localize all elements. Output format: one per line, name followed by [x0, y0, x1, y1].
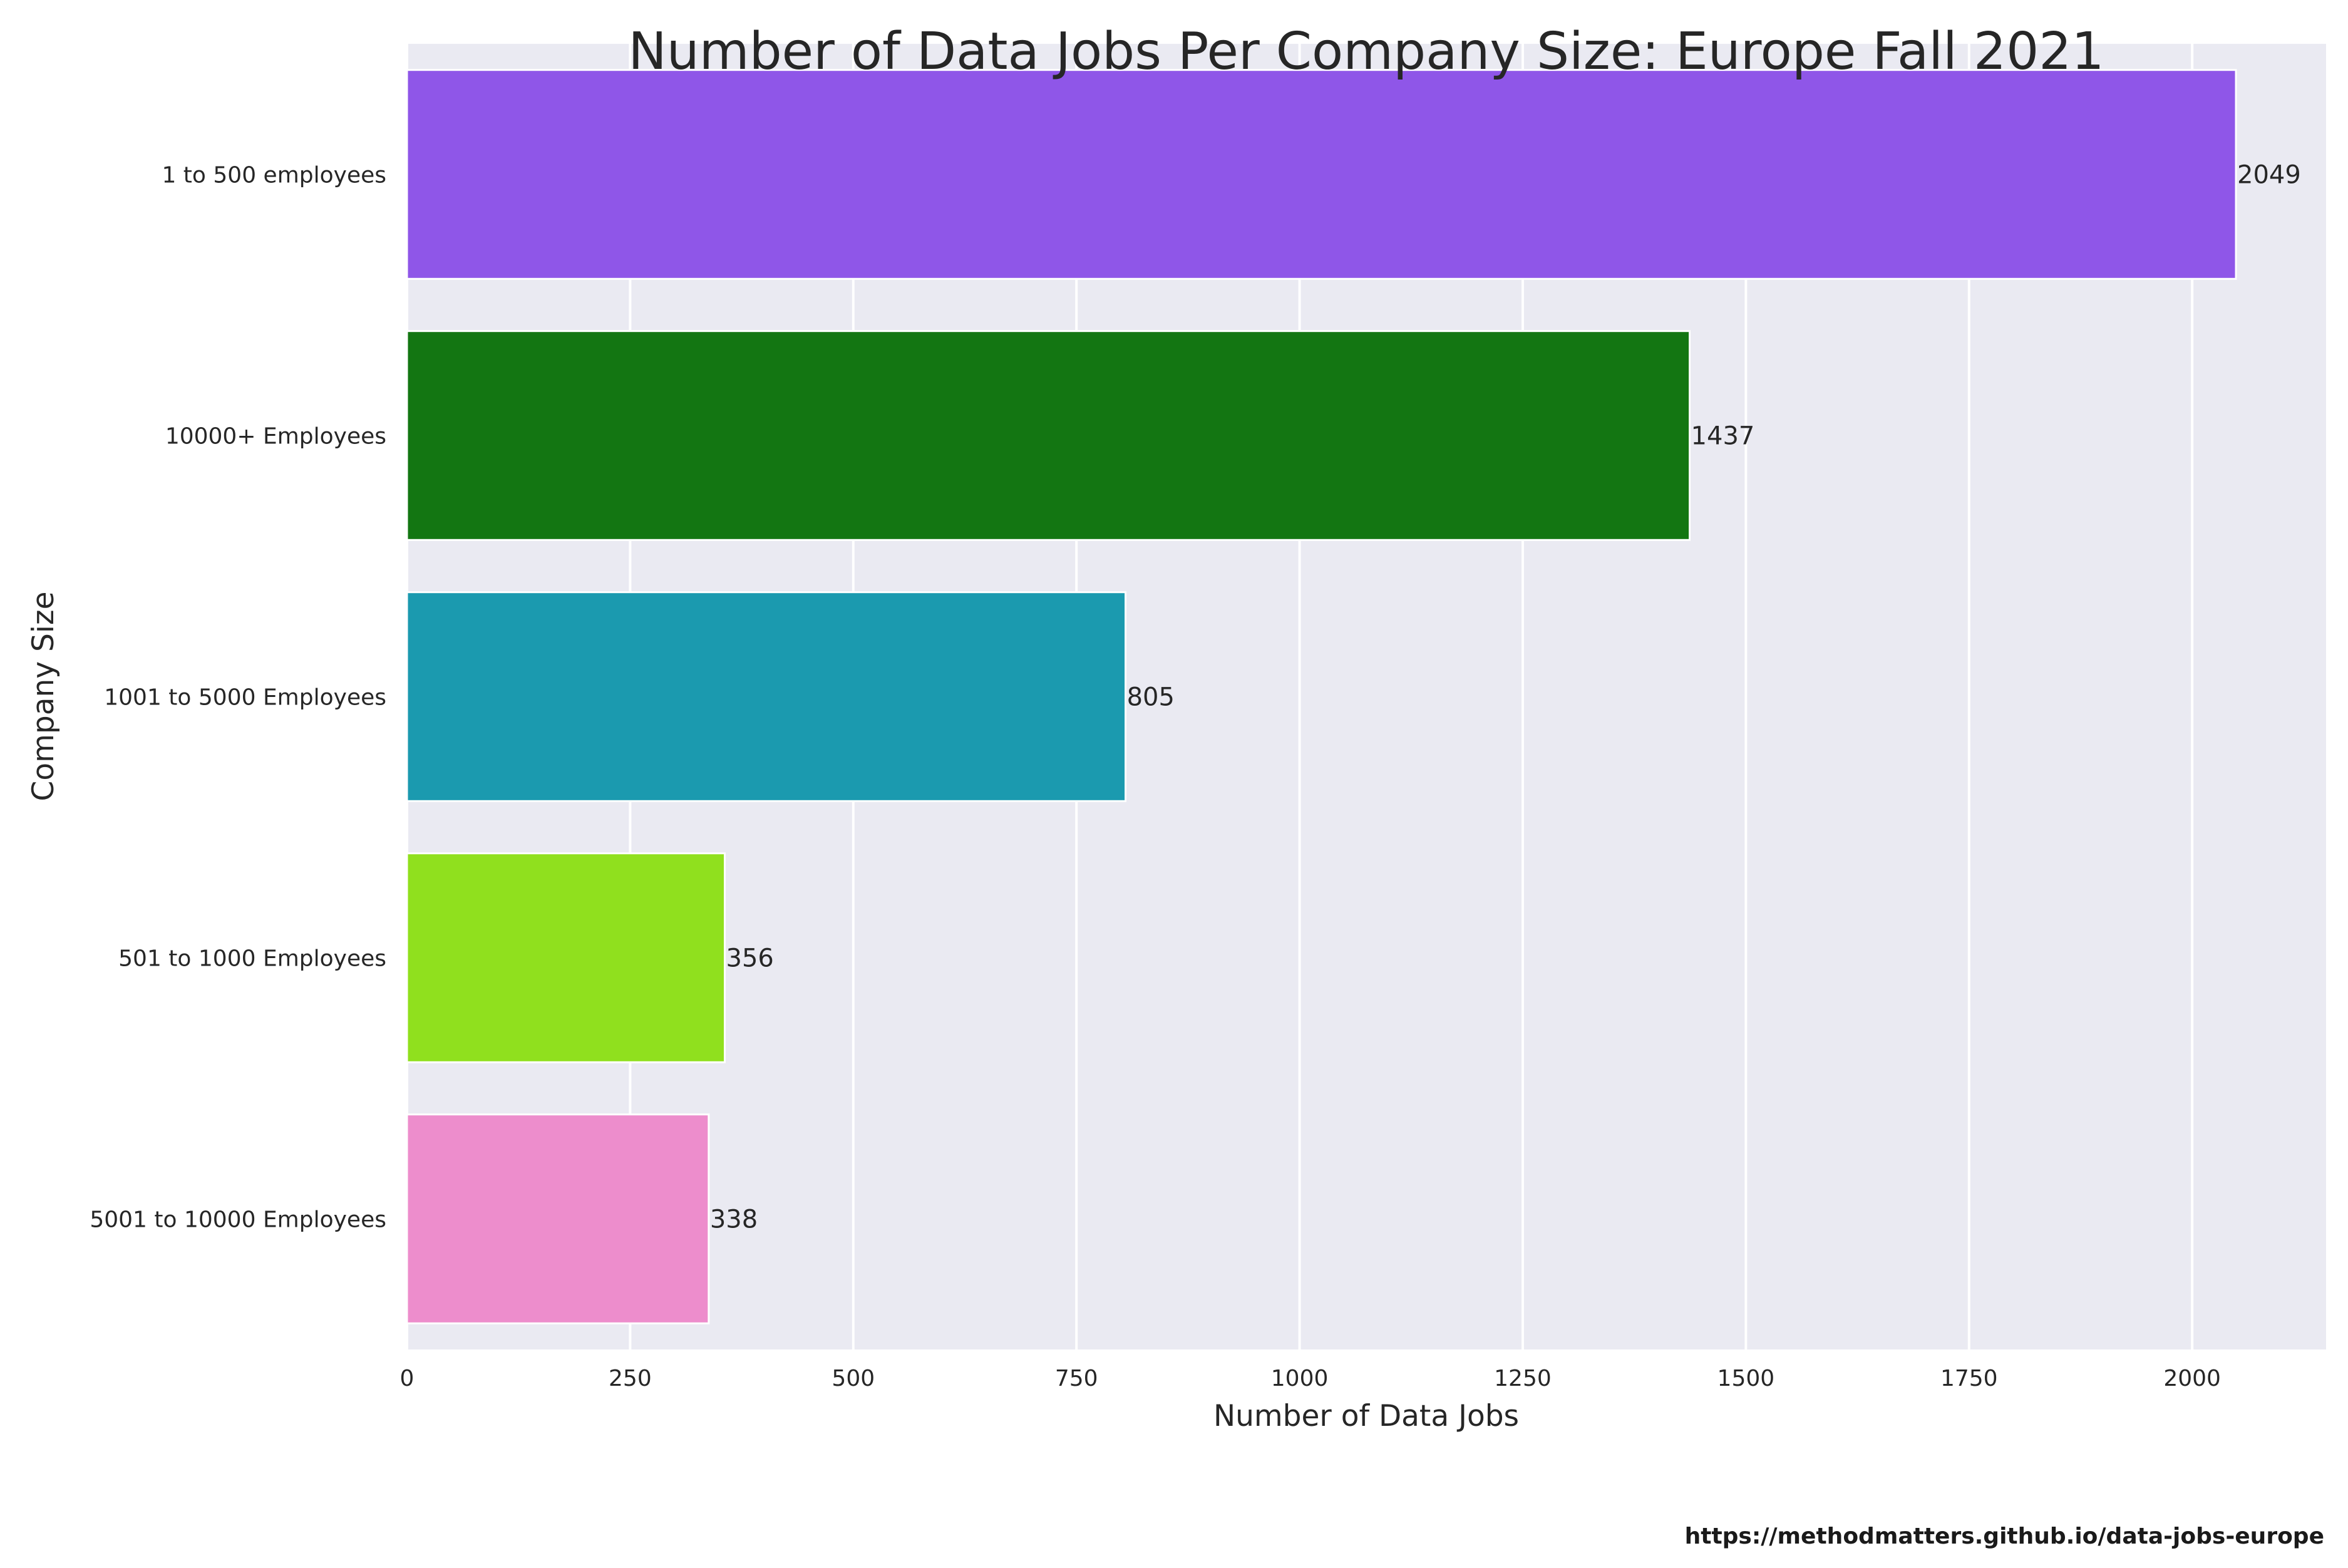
data-labels: 2049 1437 805 356 338: [710, 161, 2301, 1234]
bar-value-label: 805: [1127, 683, 1175, 712]
x-tick-label: 1750: [1940, 1366, 1998, 1391]
bar-value-label: 356: [726, 944, 774, 973]
bar: [406, 1113, 710, 1324]
y-tick-labels: 1 to 500 employees 10000+ Employees 1001 t…: [90, 163, 386, 1233]
bar-value-label: 2049: [2237, 161, 2301, 190]
bar: [406, 69, 2237, 280]
x-tick-label: 1250: [1494, 1366, 1552, 1391]
y-tick-label: 5001 to 10000 Employees: [90, 1207, 386, 1233]
y-tick-label: 1001 to 5000 Employees: [104, 685, 386, 711]
y-tick-label: 10000+ Employees: [165, 424, 386, 450]
chart-title: Number of Data Jobs Per Company Size: Eu…: [628, 22, 2104, 81]
x-tick-labels: 0 250 500 750 1000 1250 1500 1750 2000: [400, 1366, 2221, 1391]
x-tick-label: 1000: [1271, 1366, 1329, 1391]
x-tick-label: 2000: [2163, 1366, 2221, 1391]
x-tick-label: 500: [832, 1366, 875, 1391]
x-tick-label: 750: [1055, 1366, 1098, 1391]
bar: [406, 591, 1127, 802]
y-tick-label: 501 to 1000 Employees: [118, 946, 386, 972]
y-tick-label: 1 to 500 employees: [162, 163, 386, 188]
bar-value-label: 338: [710, 1205, 758, 1234]
y-axis-label: Company Size: [26, 591, 61, 801]
bar-value-label: 1437: [1691, 422, 1755, 451]
bar: [406, 330, 1691, 541]
x-tick-label: 1500: [1717, 1366, 1775, 1391]
x-tick-label: 0: [400, 1366, 415, 1391]
x-axis-label: Number of Data Jobs: [1213, 1399, 1519, 1433]
x-tick-label: 250: [609, 1366, 652, 1391]
source-url: https://methodmatters.github.io/data-job…: [1685, 1524, 2324, 1549]
bars: [406, 69, 2237, 1324]
bar: [406, 852, 726, 1063]
